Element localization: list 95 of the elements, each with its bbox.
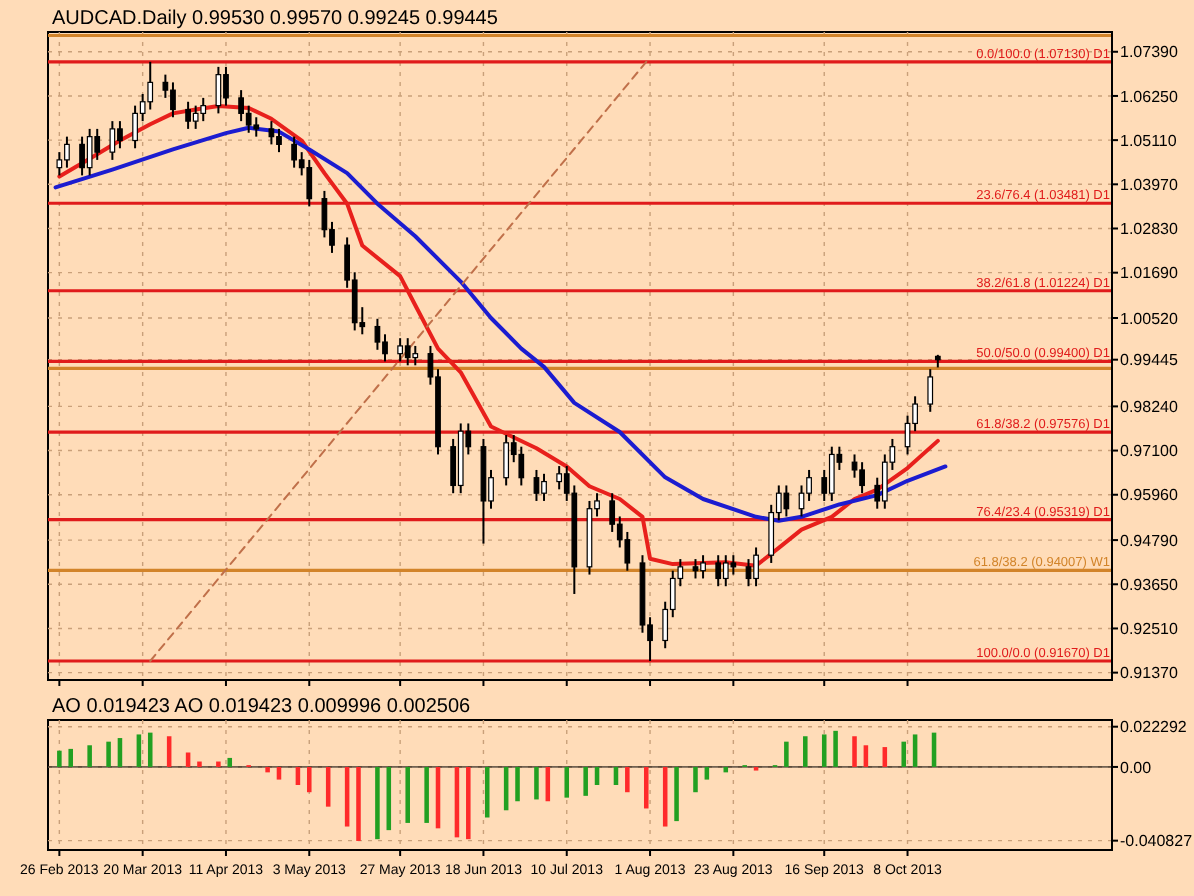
bar bbox=[515, 766, 520, 802]
candlestick bbox=[828, 445, 835, 502]
bar bbox=[704, 766, 710, 780]
candlestick bbox=[927, 368, 934, 413]
y-tick-label: 0.91370 bbox=[1120, 664, 1179, 683]
candlestick bbox=[851, 453, 858, 479]
y-tick-label: 1.05110 bbox=[1120, 131, 1178, 150]
candlestick bbox=[117, 120, 123, 150]
bar bbox=[276, 766, 282, 780]
bar bbox=[375, 766, 380, 840]
bar bbox=[265, 766, 270, 773]
y-tick-label: 1.02830 bbox=[1120, 220, 1179, 239]
candlestick bbox=[745, 558, 752, 588]
candlestick bbox=[556, 465, 563, 491]
candlestick bbox=[374, 317, 381, 351]
bar bbox=[466, 766, 471, 840]
candlestick bbox=[450, 437, 457, 495]
y-tick-label: 0.92510 bbox=[1120, 620, 1179, 639]
y-tick-label: 1.00520 bbox=[1120, 309, 1179, 328]
bar bbox=[863, 745, 869, 767]
bar bbox=[901, 741, 907, 767]
y-tick-label: 0.93650 bbox=[1120, 575, 1179, 594]
bar bbox=[57, 750, 62, 767]
candlestick bbox=[170, 81, 176, 119]
candlestick bbox=[609, 492, 616, 533]
candlestick bbox=[753, 546, 759, 588]
candlestick bbox=[700, 554, 706, 580]
y-tick-label: 0.94790 bbox=[1120, 531, 1179, 550]
y-tick-label: 1.06250 bbox=[1120, 87, 1179, 106]
bar bbox=[197, 761, 202, 767]
candlestick bbox=[238, 89, 244, 123]
bar bbox=[424, 766, 429, 823]
candlestick bbox=[859, 461, 865, 495]
candlestick bbox=[245, 104, 252, 134]
bar bbox=[674, 766, 679, 822]
candlestick bbox=[412, 344, 419, 367]
candlestick bbox=[783, 484, 790, 518]
candlestick bbox=[541, 472, 547, 502]
candlestick bbox=[223, 65, 229, 107]
candlestick bbox=[503, 434, 510, 487]
y-tick-label: 1.03970 bbox=[1120, 175, 1179, 194]
bar bbox=[147, 732, 153, 767]
candlestick bbox=[533, 468, 540, 502]
bar bbox=[216, 761, 221, 767]
y-tick-label: -0.040827 bbox=[1120, 832, 1194, 851]
candlestick bbox=[722, 554, 729, 588]
y-tick-label: 0.95960 bbox=[1120, 486, 1179, 505]
candlestick bbox=[109, 120, 116, 161]
bar bbox=[852, 736, 857, 767]
bar bbox=[693, 766, 698, 793]
candlestick bbox=[56, 151, 63, 177]
candlestick bbox=[86, 127, 93, 177]
y-tick-label: 0.98240 bbox=[1120, 397, 1179, 416]
bar bbox=[307, 766, 312, 793]
y-tick-label: 0.00 bbox=[1120, 758, 1153, 777]
bar bbox=[227, 757, 233, 767]
bar bbox=[803, 736, 808, 767]
y-tick-label: 1.01690 bbox=[1120, 264, 1179, 283]
bar bbox=[87, 745, 92, 767]
candlestick bbox=[276, 127, 282, 154]
candlestick bbox=[64, 135, 70, 169]
bar bbox=[356, 766, 361, 841]
y-tick-label: 0.97100 bbox=[1120, 442, 1179, 461]
candlestick bbox=[185, 100, 191, 130]
candlestick bbox=[730, 554, 737, 576]
candlestick bbox=[192, 104, 199, 130]
chart-title: AO 0.019423 AO 0.019423 0.009996 0.002506 bbox=[52, 696, 472, 718]
bar bbox=[484, 766, 490, 818]
bar bbox=[833, 730, 838, 767]
bar bbox=[534, 766, 539, 800]
candlestick bbox=[94, 127, 101, 161]
candlestick bbox=[132, 104, 138, 150]
bar bbox=[106, 741, 111, 767]
bar bbox=[583, 766, 588, 796]
candlestick bbox=[397, 337, 404, 363]
bar bbox=[643, 766, 649, 809]
y-tick-label: 0.022292 bbox=[1120, 718, 1188, 737]
bar bbox=[68, 748, 73, 767]
bar bbox=[784, 741, 789, 767]
candlestick bbox=[291, 135, 297, 169]
bar bbox=[405, 766, 410, 823]
bar bbox=[564, 766, 570, 798]
candlestick bbox=[321, 189, 328, 239]
y-tick-label: 1.07390 bbox=[1120, 43, 1179, 62]
candlestick bbox=[382, 333, 388, 363]
candlestick bbox=[306, 158, 313, 208]
candlestick bbox=[200, 96, 207, 123]
candlestick bbox=[215, 65, 222, 115]
bar bbox=[625, 766, 630, 793]
y-tick-label: 0.99445 bbox=[1120, 351, 1179, 370]
chart-title: AUDCAD.Daily 0.99530 0.99570 0.99245 0.99445 bbox=[52, 8, 499, 30]
candlestick bbox=[404, 337, 411, 367]
candlestick bbox=[268, 120, 275, 146]
candlestick bbox=[79, 135, 85, 177]
candlestick bbox=[715, 554, 722, 588]
